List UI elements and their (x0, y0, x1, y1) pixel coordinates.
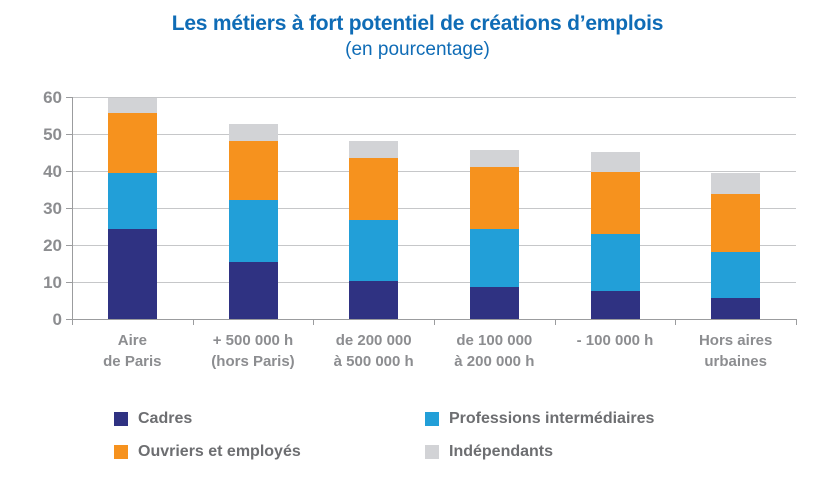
x-category-label: de 200 000 à 500 000 h (333, 332, 414, 370)
x-category-label: de 100 000 à 200 000 h (454, 332, 535, 370)
y-axis-line (72, 97, 73, 325)
bar-segment-professions-interm-diaires (349, 219, 399, 281)
x-axis-tick (72, 319, 73, 325)
bar-segment-professions-interm-diaires (590, 233, 640, 291)
legend-swatch-icon (114, 412, 128, 426)
legend-label: Indépendants (449, 443, 554, 460)
bar-segment-ouvriers-et-employ-s (349, 158, 399, 220)
y-axis-tick (66, 171, 72, 172)
bar-segment-professions-interm-diaires (228, 199, 278, 263)
legend-label: Professions intermédiaires (449, 410, 655, 427)
bar-segment-ind-pendants (228, 123, 278, 141)
bar-segment-cadres (107, 228, 157, 319)
bar-segment-professions-interm-diaires (469, 229, 519, 288)
x-category-label: Aire de Paris (103, 332, 162, 370)
x-category-label: + 500 000 h (hors Paris) (211, 332, 295, 370)
y-tick-label: 20 (43, 236, 62, 255)
bar-segment-ouvriers-et-employ-s (469, 166, 519, 230)
legend-item: Indépendants (425, 443, 553, 461)
y-tick-label: 50 (43, 125, 62, 144)
bar-segment-ouvriers-et-employ-s (228, 141, 278, 200)
grid-line (72, 282, 796, 283)
grid-line (72, 245, 796, 246)
legend-swatch-icon (114, 445, 128, 459)
x-category-label: Hors aires urbaines (698, 332, 773, 370)
y-tick-label: 40 (43, 162, 62, 181)
bar-segment-ind-pendants (107, 97, 157, 114)
bar-segment-ind-pendants (711, 172, 761, 194)
x-axis-tick (796, 319, 797, 325)
y-axis-tick (66, 208, 72, 209)
legend-swatch-icon (425, 445, 439, 459)
bar-segment-cadres (349, 280, 399, 319)
bar-segment-ind-pendants (590, 152, 640, 172)
y-axis-tick (66, 245, 72, 246)
x-axis-tick (313, 319, 315, 325)
x-axis-tick (675, 319, 677, 325)
bar-segment-cadres (590, 290, 640, 319)
bar-segment-professions-interm-diaires (107, 172, 157, 229)
chart-title: Les métiers à fort potentiel de création… (171, 12, 664, 35)
y-axis-tick (66, 134, 72, 135)
chart-subtitle: (en pourcentage) (345, 39, 490, 60)
y-tick-label: 60 (43, 88, 62, 107)
y-axis-tick (66, 319, 72, 320)
bar-segment-ind-pendants (349, 141, 399, 159)
y-tick-label: 10 (43, 273, 62, 292)
y-tick-label: 0 (52, 310, 62, 329)
grid-line (72, 171, 796, 172)
legend-label: Cadres (138, 410, 193, 427)
legend-item: Ouvriers et employés (114, 443, 301, 461)
grid-line (72, 97, 796, 98)
bar-segment-cadres (711, 297, 761, 319)
y-tick-label: 30 (43, 199, 62, 218)
bar-segment-professions-interm-diaires (711, 252, 761, 298)
y-axis-tick (66, 97, 72, 98)
grid-line (72, 208, 796, 209)
bar-segment-cadres (469, 287, 519, 319)
bar-segment-cadres (228, 262, 278, 319)
bar-segment-ind-pendants (469, 149, 519, 167)
x-axis-tick (192, 319, 194, 325)
legend-item: Professions intermédiaires (425, 410, 654, 428)
legend-item: Cadres (114, 410, 192, 428)
bar-segment-ouvriers-et-employ-s (590, 171, 640, 234)
x-axis-tick (554, 319, 556, 325)
x-category-label: - 100 000 h (576, 332, 654, 349)
bar-segment-ouvriers-et-employ-s (107, 113, 157, 173)
legend-swatch-icon (425, 412, 439, 426)
y-axis-tick (66, 282, 72, 283)
grid-line (72, 134, 796, 135)
x-axis-tick (434, 319, 435, 325)
legend-label: Ouvriers et employés (138, 443, 301, 460)
bar-segment-ouvriers-et-employ-s (711, 193, 761, 253)
